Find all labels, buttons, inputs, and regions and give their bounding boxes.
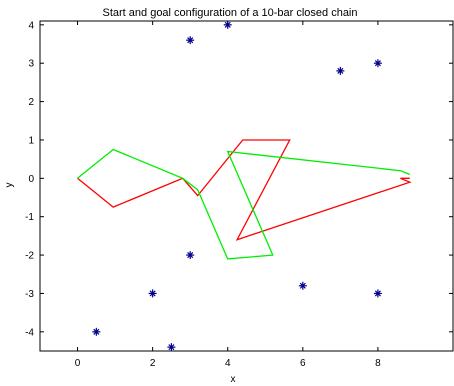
x-tick-label: 8 [375, 358, 381, 369]
x-tick-label: 4 [225, 358, 231, 369]
y-axis-label: y [4, 183, 15, 188]
x-axis-label: x [231, 374, 236, 385]
x-axis: 0 2 4 6 8 [75, 21, 381, 369]
y-tick-label: 1 [28, 135, 34, 146]
y-tick-label: -2 [25, 251, 34, 262]
y-tick-label: -3 [25, 289, 34, 300]
x-tick-label: 0 [75, 358, 81, 369]
x-tick-label: 6 [300, 358, 306, 369]
y-tick-label: 0 [28, 174, 34, 185]
obstacle-point [373, 289, 382, 298]
obstacle-point [92, 327, 101, 336]
y-tick-label: 3 [28, 59, 34, 70]
y-tick-label: 4 [28, 20, 34, 31]
y-tick-label: -1 [25, 212, 34, 223]
obstacle-point [186, 251, 195, 260]
obstacle-point [186, 36, 195, 45]
y-axis: -4 -3 -2 -1 0 1 2 3 4 [25, 20, 453, 338]
obstacle-point [148, 289, 157, 298]
y-tick-label: -4 [25, 327, 34, 338]
obstacle-point [373, 59, 382, 68]
chart-series [77, 20, 412, 352]
obstacle-point [298, 281, 307, 290]
x-tick-label: 2 [150, 358, 156, 369]
chain-series-0 [77, 139, 412, 241]
obstacle-point [336, 66, 345, 75]
chain-series-1 [77, 148, 411, 260]
chart-title: Start and goal configuration of a 10-bar… [103, 7, 358, 19]
plot-area [39, 20, 454, 352]
obstacle-point [223, 20, 232, 29]
obstacle-point [167, 343, 176, 352]
y-tick-label: 2 [28, 97, 34, 108]
